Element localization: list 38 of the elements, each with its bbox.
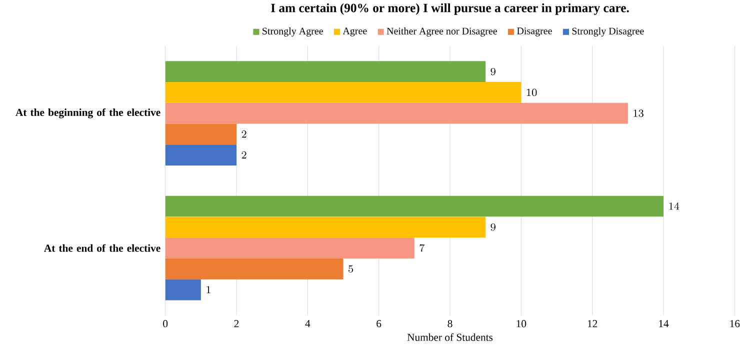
data-label: 5 — [348, 265, 354, 273]
x-tick-label: 0 — [163, 320, 168, 328]
x-tick-label: 8 — [448, 320, 452, 328]
legend-label: Disagree — [517, 28, 552, 36]
legend-label: Neither Agree nor Disagree — [386, 27, 497, 37]
x-axis-title: Number of Students — [407, 333, 493, 341]
data-label: 14 — [669, 202, 680, 210]
x-tick-label: 10 — [516, 320, 526, 328]
legend-label: Strongly Agree — [262, 27, 323, 37]
x-tick-label: 4 — [305, 320, 310, 328]
data-label: 13 — [634, 110, 644, 118]
bar — [165, 102, 628, 124]
data-label: 9 — [490, 223, 496, 231]
bar — [165, 61, 486, 82]
data-label: 2 — [242, 130, 246, 138]
data-label: 7 — [420, 244, 425, 252]
x-tick-label: 6 — [376, 320, 382, 328]
bar — [165, 258, 344, 280]
data-label: 2 — [242, 151, 246, 159]
bar — [165, 82, 522, 103]
data-label: 10 — [526, 88, 537, 96]
bar — [165, 279, 201, 300]
data-label: 1 — [206, 286, 210, 294]
bar — [165, 144, 237, 166]
legend-label: Agree — [342, 28, 367, 36]
bar — [165, 196, 664, 217]
y-tick-label: At the end of the elective — [44, 244, 160, 252]
bar — [165, 238, 414, 258]
x-tick-label: 14 — [659, 320, 669, 328]
x-tick-label: 16 — [730, 320, 740, 328]
bar — [165, 124, 237, 145]
x-tick-label: 12 — [588, 320, 598, 328]
y-tick-label: At the beginning of the elective — [16, 108, 160, 118]
data-label: 9 — [490, 68, 496, 76]
legend-label: Strongly Disagree — [572, 27, 644, 37]
x-tick-label: 2 — [234, 320, 239, 328]
chart-title: I am certain (90% or more) I will pursue a career in primary care. — [271, 3, 629, 15]
bar — [165, 216, 486, 238]
